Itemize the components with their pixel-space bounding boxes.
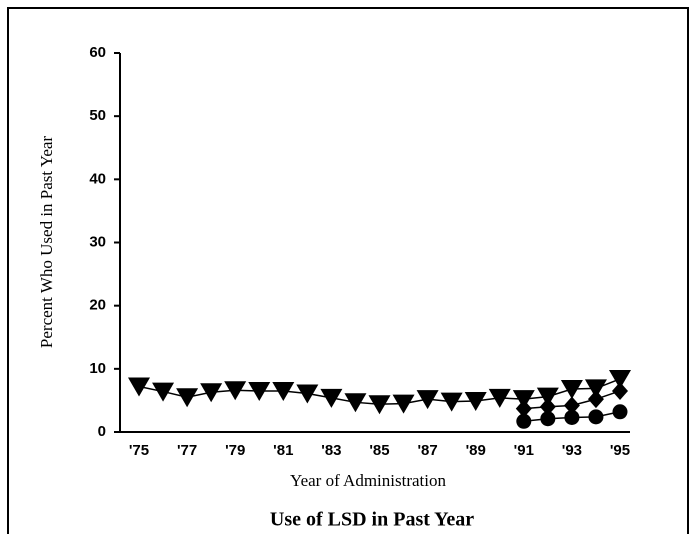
marker bbox=[296, 384, 319, 404]
marker bbox=[560, 380, 583, 400]
x-tick-label: '83 bbox=[321, 442, 341, 459]
marker bbox=[392, 394, 415, 414]
marker bbox=[515, 399, 532, 418]
marker bbox=[488, 388, 511, 408]
marker bbox=[152, 382, 175, 402]
y-tick-label: 10 bbox=[89, 360, 106, 377]
y-axis-label: Percent Who Used in Past Year bbox=[37, 136, 56, 348]
marker bbox=[224, 381, 247, 401]
marker bbox=[464, 392, 487, 412]
y-tick-label: 50 bbox=[89, 107, 106, 124]
marker bbox=[200, 383, 223, 403]
marker bbox=[128, 377, 150, 397]
marker bbox=[588, 409, 604, 425]
marker bbox=[564, 409, 580, 425]
marker bbox=[584, 379, 607, 399]
marker bbox=[612, 404, 628, 420]
marker bbox=[344, 393, 367, 413]
marker bbox=[587, 390, 604, 409]
frame bbox=[7, 7, 689, 534]
x-tick-label: '77 bbox=[177, 442, 197, 459]
chart-title: Use of LSD in Past Year bbox=[270, 509, 474, 531]
x-tick-label: '95 bbox=[610, 442, 630, 459]
x-tick-label: '93 bbox=[562, 442, 582, 459]
x-tick-label: '87 bbox=[417, 442, 437, 459]
x-tick-label: '79 bbox=[225, 442, 245, 459]
marker bbox=[609, 369, 631, 389]
x-axis-label: Year of Administration bbox=[290, 471, 446, 490]
marker bbox=[416, 390, 439, 410]
y-tick-label: 60 bbox=[89, 44, 106, 61]
marker bbox=[536, 387, 559, 407]
marker bbox=[612, 381, 628, 400]
x-tick-label: '81 bbox=[273, 442, 293, 459]
marker bbox=[176, 388, 199, 408]
marker bbox=[440, 392, 463, 412]
marker bbox=[540, 411, 556, 427]
y-tick-label: 40 bbox=[89, 170, 106, 187]
y-tick-label: 20 bbox=[89, 297, 106, 314]
marker bbox=[248, 381, 271, 401]
marker bbox=[539, 397, 556, 416]
x-tick-label: '75 bbox=[129, 442, 149, 459]
x-tick-label: '89 bbox=[466, 442, 486, 459]
marker bbox=[320, 388, 343, 408]
y-tick-label: 30 bbox=[89, 233, 106, 250]
x-tick-label: '85 bbox=[369, 442, 389, 459]
marker bbox=[516, 413, 532, 429]
y-tick-label: 0 bbox=[98, 423, 106, 440]
marker bbox=[563, 396, 580, 415]
x-tick-label: '91 bbox=[514, 442, 534, 459]
marker bbox=[368, 395, 391, 415]
marker bbox=[272, 381, 295, 401]
